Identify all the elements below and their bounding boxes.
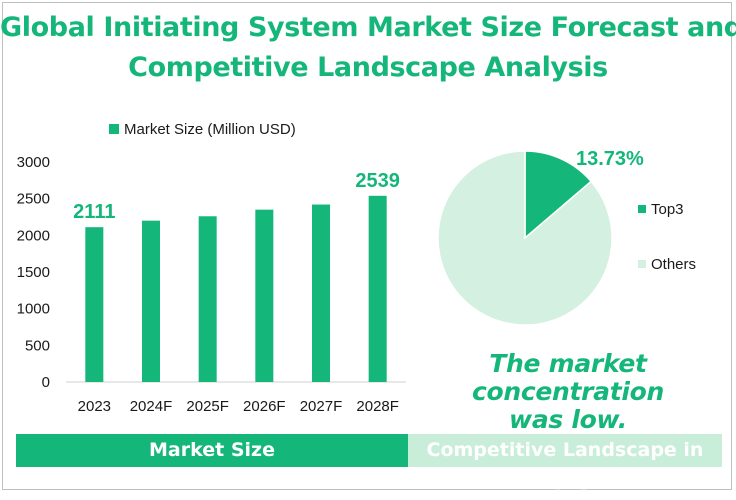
pie-legend-swatch bbox=[638, 260, 646, 268]
page-title: Global Initiating System Market Size For… bbox=[0, 8, 736, 88]
conclusion-text: The market concentration was low. bbox=[400, 350, 736, 434]
conclusion-line-2: was low. bbox=[509, 405, 627, 434]
x-tick-label: 2027F bbox=[300, 398, 343, 415]
y-tick-label: 500 bbox=[25, 337, 50, 354]
bar-data-label: 2539 bbox=[355, 170, 400, 192]
conclusion-line-1: The market concentration bbox=[471, 349, 665, 406]
y-tick-label: 3000 bbox=[17, 154, 50, 171]
bar bbox=[85, 227, 104, 382]
pie-legend-label: Others bbox=[651, 256, 696, 273]
y-tick-label: 1000 bbox=[17, 301, 50, 318]
bar bbox=[142, 220, 160, 382]
bar bbox=[312, 204, 330, 382]
pie-data-label: 13.73% bbox=[576, 148, 644, 170]
legend-label: Market Size (Million USD) bbox=[124, 121, 296, 138]
y-tick-label: 2000 bbox=[17, 227, 50, 244]
title-line-1: Global Initiating System Market Size For… bbox=[0, 12, 736, 43]
pie-slice-others bbox=[437, 150, 613, 326]
y-tick-label: 2500 bbox=[17, 191, 50, 208]
bar bbox=[255, 209, 274, 382]
bar-data-label: 2111 bbox=[73, 201, 115, 223]
x-tick-label: 2026F bbox=[243, 398, 286, 415]
y-tick-label: 1500 bbox=[17, 264, 50, 281]
x-tick-label: 2028F bbox=[356, 398, 399, 415]
pie-slice-top3 bbox=[524, 150, 593, 240]
bar bbox=[368, 195, 387, 382]
bar bbox=[198, 216, 217, 382]
pie-legend-swatch bbox=[638, 205, 646, 213]
pie-legend-label: Top3 bbox=[651, 201, 684, 218]
footer-market-size: Market Size bbox=[16, 434, 408, 467]
title-line-2: Competitive Landscape Analysis bbox=[128, 52, 608, 83]
footer-competitive-landscape: Competitive Landscape in 2023 bbox=[408, 434, 722, 494]
x-tick-label: 2024F bbox=[130, 398, 173, 415]
x-tick-label: 2025F bbox=[186, 398, 229, 415]
x-tick-label: 2023 bbox=[78, 398, 111, 415]
legend-swatch bbox=[109, 124, 119, 134]
y-tick-label: 0 bbox=[42, 374, 50, 391]
